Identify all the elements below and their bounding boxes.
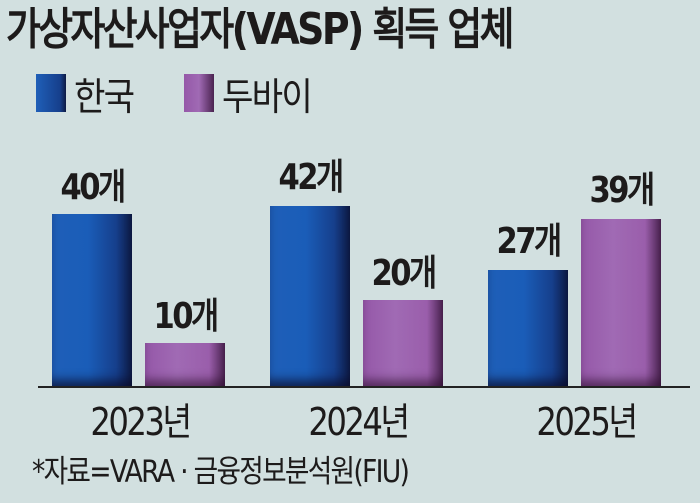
chart-title: 가상자산사업자(VASP) 획득 업체 xyxy=(6,4,514,55)
bar-2023-korea xyxy=(52,214,132,386)
bar-2024-dubai xyxy=(363,300,443,386)
x-label-2025: 2025년 xyxy=(536,400,638,444)
legend-item-korea: 한국 xyxy=(36,66,140,121)
value-label-2024-dubai: 20개 xyxy=(371,253,437,294)
legend-swatch-korea xyxy=(36,74,66,112)
bar-2025-dubai xyxy=(581,219,661,386)
legend-label-korea: 한국 xyxy=(74,74,135,119)
legend-swatch-dubai xyxy=(183,74,214,112)
bar-2025-korea xyxy=(488,270,568,386)
value-label-2025-dubai: 39개 xyxy=(589,170,655,211)
value-label-2023-korea: 40개 xyxy=(60,167,126,208)
x-label-2024: 2024년 xyxy=(308,400,410,444)
x-label-2023: 2023년 xyxy=(90,400,192,444)
x-axis-line xyxy=(38,386,690,388)
bar-2023-dubai xyxy=(145,343,225,386)
legend: 한국 두바이 xyxy=(36,66,365,121)
source-note: *자료=VARA · 금융정보분석원(FIU) xyxy=(32,454,410,490)
bar-2024-korea xyxy=(270,206,350,386)
value-label-2025-korea: 27개 xyxy=(496,221,562,262)
value-label-2023-dubai: 10개 xyxy=(153,296,219,337)
legend-item-dubai: 두바이 xyxy=(183,66,321,121)
value-label-2024-korea: 42개 xyxy=(278,157,344,198)
legend-label-dubai: 두바이 xyxy=(221,74,313,119)
